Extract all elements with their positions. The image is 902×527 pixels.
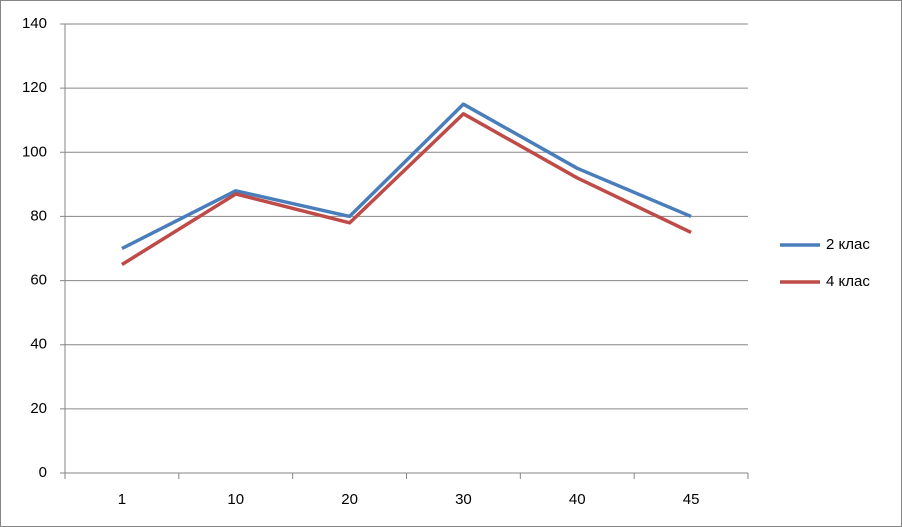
data-line	[121, 102, 692, 251]
x-tick-label: 20	[341, 491, 358, 508]
x-tick-label: 10	[227, 491, 244, 508]
y-tick-label: 100	[22, 143, 47, 160]
legend-label: 4 клас	[826, 273, 870, 290]
y-tick-label: 140	[22, 15, 47, 32]
y-tick-label: 0	[39, 464, 47, 481]
x-tick-label: 45	[683, 491, 700, 508]
y-tick-label: 60	[30, 272, 47, 289]
y-tick-label: 20	[30, 400, 47, 417]
x-tick-label: 1	[118, 491, 126, 508]
x-tick-label: 30	[455, 491, 472, 508]
y-tick-label: 120	[22, 79, 47, 96]
x-tick-label: 40	[569, 491, 586, 508]
y-tick-label: 40	[30, 336, 47, 353]
legend-label: 2 клас	[826, 236, 870, 253]
data-line	[120, 112, 692, 267]
y-tick-label: 80	[30, 207, 47, 224]
